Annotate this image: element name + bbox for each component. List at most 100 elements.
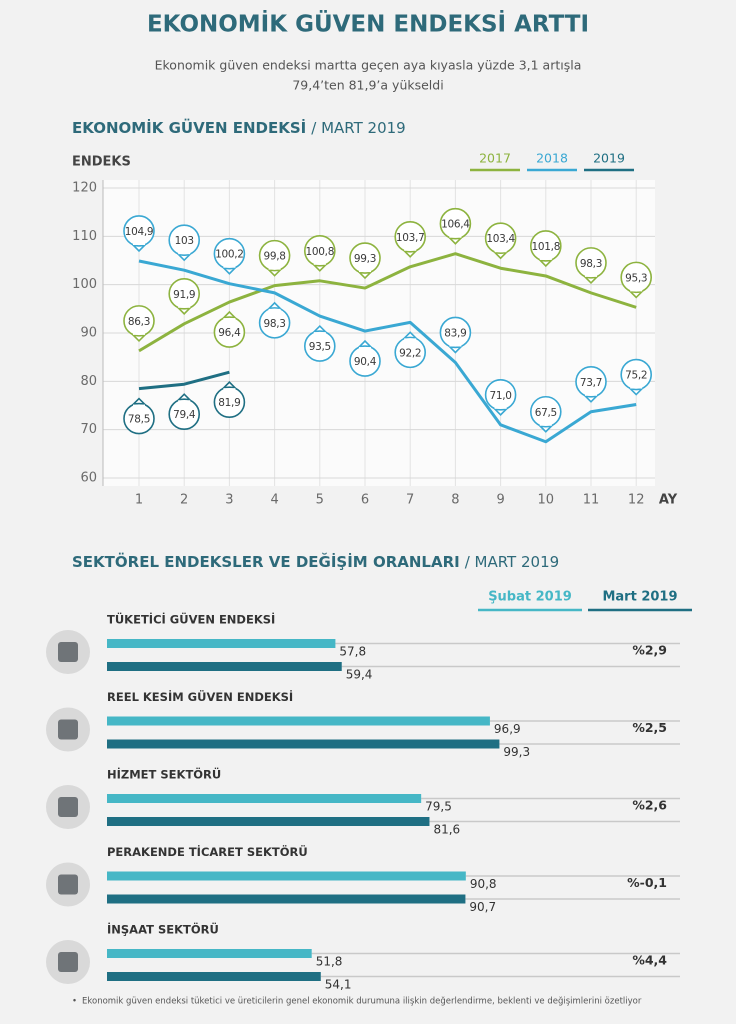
- bar: [107, 949, 312, 958]
- data-label: 79,4: [173, 409, 196, 421]
- category-label: PERAKENDE TİCARET SEKTÖRÜ: [107, 844, 308, 859]
- chart-title-sub: / MART 2019: [465, 553, 559, 571]
- data-label: 100,2: [215, 249, 244, 261]
- bar: [107, 739, 500, 749]
- data-label: 67,5: [535, 407, 557, 419]
- data-label: 96,9: [494, 722, 521, 736]
- bar: [107, 662, 342, 671]
- data-label: 71,0: [490, 390, 512, 402]
- label-bubble-join: [404, 246, 417, 251]
- label-bubble: [620, 358, 653, 391]
- bar: [107, 716, 490, 726]
- label-bubble: [620, 261, 653, 294]
- category-label: REEL KESİM GÜVEN ENDEKSİ: [107, 689, 293, 704]
- data-label: 92,2: [399, 347, 421, 359]
- label-bubble: [349, 345, 381, 377]
- chart-title: SEKTÖREL ENDEKSLER VE DEĞİŞİM ORANLARI / …: [72, 552, 559, 571]
- label-bubble: [213, 386, 246, 418]
- label-bubble-join: [178, 303, 191, 308]
- data-label: 101,8: [532, 241, 561, 253]
- bar: [107, 972, 321, 981]
- label-bubble: [168, 224, 200, 256]
- label-bubble: [484, 379, 517, 411]
- bar: [107, 894, 466, 904]
- data-label: 96,4: [218, 327, 241, 339]
- legend-label: 2017: [479, 151, 511, 166]
- label-bubble: [303, 235, 336, 267]
- label-bubble: [123, 215, 155, 247]
- category-label: TÜKETİCİ GÜVEN ENDEKSİ: [107, 612, 275, 627]
- label-bubble: [439, 207, 472, 240]
- data-label: 75,2: [625, 370, 647, 382]
- change-label: %2,9: [632, 643, 667, 658]
- label-bubble-join: [539, 421, 552, 426]
- change-label: %4,4: [632, 953, 667, 968]
- label-bubble-join: [178, 400, 191, 405]
- data-label: 99,3: [503, 745, 530, 759]
- label-bubble-join: [223, 388, 236, 393]
- x-tick-label: 5: [316, 493, 324, 508]
- footnote: Ekonomik güven endeksi tüketici ve üreti…: [82, 997, 642, 1007]
- y-tick-label: 110: [72, 229, 97, 244]
- label-bubble-join: [404, 338, 417, 343]
- label-bubble: [168, 398, 200, 431]
- legend-label: 2018: [536, 151, 568, 166]
- label-bubble-join: [268, 265, 281, 270]
- label-bubble: [349, 242, 381, 274]
- label-bubble: [394, 220, 427, 253]
- bar: [107, 794, 422, 803]
- data-label: 81,9: [218, 397, 240, 409]
- change-label: %2,5: [632, 720, 667, 735]
- legend-label: Şubat 2019: [488, 590, 572, 605]
- y-tick-label: 90: [80, 326, 97, 341]
- data-label: 73,7: [580, 377, 602, 389]
- sector-icon-glyph: [58, 642, 78, 662]
- data-label: 95,3: [625, 272, 647, 284]
- data-label: 106,4: [441, 219, 470, 231]
- label-bubble-join: [133, 330, 145, 335]
- data-label: 90,7: [469, 900, 496, 914]
- y-tick-label: 60: [80, 471, 97, 486]
- sector-icon-glyph: [58, 874, 78, 895]
- y-tick-label: 70: [80, 422, 97, 437]
- chart-title-main: SEKTÖREL ENDEKSLER VE DEĞİŞİM ORANLARI: [72, 552, 460, 571]
- data-label: 103,7: [396, 232, 425, 244]
- data-label: 79,5: [425, 800, 452, 814]
- series-line: [138, 259, 637, 444]
- label-bubble: [529, 395, 562, 428]
- label-bubble: [439, 316, 472, 349]
- x-tick-label: 11: [583, 493, 600, 508]
- label-bubble: [123, 402, 155, 435]
- label-bubble-join: [494, 248, 507, 253]
- label-bubble: [258, 307, 291, 339]
- data-label: 103,4: [486, 233, 515, 245]
- data-label: 57,8: [339, 645, 366, 659]
- label-bubble: [575, 365, 607, 398]
- data-label: 54,1: [325, 978, 352, 992]
- change-label: %2,6: [632, 798, 667, 813]
- chart-title: EKONOMİK GÜVEN ENDEKSİ / MART 2019: [72, 118, 406, 137]
- x-axis-label: AY: [659, 493, 678, 508]
- sector-icon-glyph: [58, 719, 78, 740]
- x-tick-label: 3: [225, 493, 233, 508]
- footnote-bullet: •: [72, 997, 77, 1007]
- sector-icon-glyph: [58, 952, 78, 972]
- label-bubble-join: [268, 308, 281, 313]
- data-label: 91,9: [173, 289, 195, 301]
- y-axis-label: ENDEKS: [72, 155, 131, 170]
- data-label: 98,3: [580, 258, 602, 270]
- bar: [107, 817, 430, 826]
- data-label: 90,4: [354, 356, 377, 368]
- label-bubble-join: [630, 384, 643, 389]
- label-bubble: [123, 305, 155, 337]
- page-subtitle: 79,4’ten 81,9’a yükseldi: [292, 78, 443, 93]
- label-bubble: [213, 316, 246, 348]
- series-line: [138, 370, 230, 391]
- category-label: İNŞAAT SEKTÖRÜ: [107, 922, 219, 937]
- data-label: 99,3: [354, 253, 376, 265]
- data-label: 86,3: [128, 316, 150, 328]
- label-bubble: [258, 239, 291, 272]
- legend-label: 2019: [593, 151, 625, 166]
- data-label: 90,8: [470, 877, 497, 891]
